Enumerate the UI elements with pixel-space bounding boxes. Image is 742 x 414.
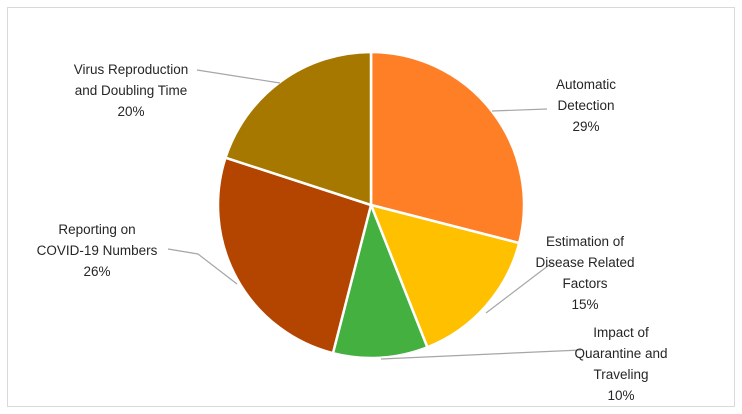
leader-line-impact-of-quarantine-and-traveling <box>380 349 582 360</box>
data-label-percent-virus-reproduction-and-doubling-time: 20% <box>117 104 144 119</box>
data-label-estimation-of-disease-related-factors: Disease Related <box>535 255 634 270</box>
pie-slice-virus-reproduction-and-doubling-time <box>223 50 373 207</box>
data-label-reporting-on-covid-19-numbers: Reporting on <box>58 222 135 237</box>
data-label-impact-of-quarantine-and-traveling: Quarantine and <box>574 346 667 361</box>
pie-slice-automatic-detection <box>369 50 526 245</box>
leader-line-reporting-on-covid-19-numbers <box>167 248 238 285</box>
data-label-automatic-detection: Detection <box>557 98 614 113</box>
data-label-reporting-on-covid-19-numbers: COVID-19 Numbers <box>37 243 158 258</box>
pie-slice-impact-of-quarantine-and-traveling <box>331 200 429 360</box>
data-label-percent-impact-of-quarantine-and-traveling: 10% <box>607 388 634 403</box>
data-label-percent-estimation-of-disease-related-factors: 15% <box>571 297 598 312</box>
data-label-virus-reproduction-and-doubling-time: and Doubling Time <box>75 83 188 98</box>
pie-slice-reporting-on-covid-19-numbers <box>216 156 373 355</box>
data-label-impact-of-quarantine-and-traveling: Traveling <box>593 367 648 382</box>
data-label-impact-of-quarantine-and-traveling: Impact of <box>593 325 649 340</box>
data-label-percent-automatic-detection: 29% <box>572 119 599 134</box>
leader-line-automatic-detection <box>491 108 548 112</box>
data-label-estimation-of-disease-related-factors: Factors <box>562 276 607 291</box>
data-label-automatic-detection: Automatic <box>556 77 616 92</box>
data-label-estimation-of-disease-related-factors: Estimation of <box>546 234 624 249</box>
data-label-percent-reporting-on-covid-19-numbers: 26% <box>83 264 110 279</box>
pie-slice-estimation-of-disease-related-factors <box>368 203 521 349</box>
data-label-virus-reproduction-and-doubling-time: Virus Reproduction <box>74 62 189 77</box>
leader-line-estimation-of-disease-related-factors <box>485 261 554 314</box>
leader-line-virus-reproduction-and-doubling-time <box>196 69 281 84</box>
